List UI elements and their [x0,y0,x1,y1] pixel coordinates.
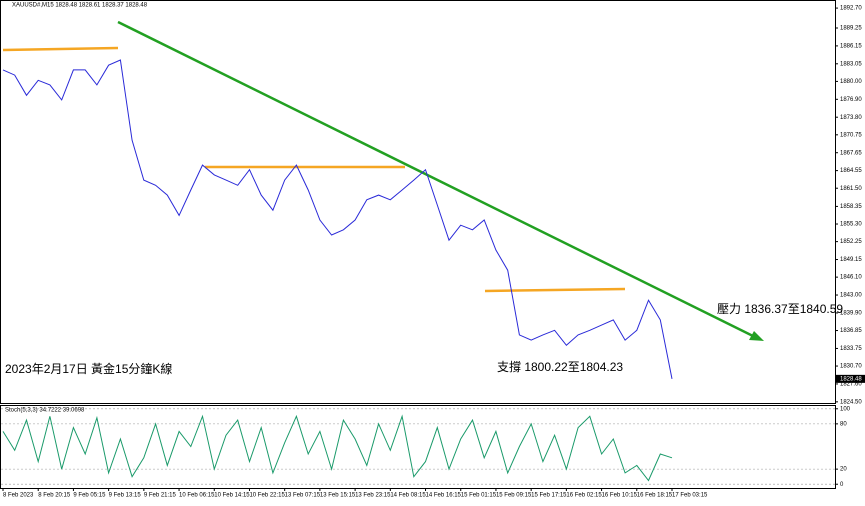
y-tick-label: 1824.50 [840,399,862,405]
resistance-line [484,287,626,293]
y-tick-label: 1855.30 [840,222,862,228]
stoch-frame [0,405,836,489]
main-frame [0,0,836,404]
last-price-box [836,374,865,383]
trend-line [117,20,756,339]
y-tick-label: 1867.65 [840,150,862,156]
y-tick-label: 1852.25 [840,239,862,245]
y-tick-label: 1892.70 [840,6,862,12]
y-tick-label: 1873.80 [840,115,862,121]
y-tick-label: 1836.85 [840,328,862,334]
annotation: 壓力 1836.37至1840.59 [717,302,843,316]
price-line [2,414,673,482]
x-tick-label: 9 Feb 05:15 [73,493,106,499]
y-tick-label: 80 [840,421,847,427]
x-tick-label: 16 Feb 18:15 [637,493,673,499]
annotation: 支撐 1800.22至1804.23 [497,360,623,374]
last-price: 1828.48 [840,376,862,382]
x-tick-label: 10 Feb 22:15 [249,493,285,499]
y-tick-label: 1833.75 [840,346,862,352]
x-tick-label: 15 Feb 01:15 [461,493,497,499]
y-tick-label: 1886.15 [840,43,862,49]
annotation: 2023年2月17日 黃金15分鐘K線 [5,361,172,376]
y-tick-label: 1889.25 [840,26,862,32]
y-tick-label: 1861.50 [840,186,862,192]
y-tick-label: 1849.15 [840,257,862,263]
x-tick-label: 17 Feb 03:15 [672,493,708,499]
x-tick-label: 9 Feb 21:15 [144,493,177,499]
y-tick-label: 1876.90 [840,97,862,103]
y-tick-label: 1843.00 [840,293,862,299]
chart-header: XAUUSD#,M15 1828.48 1828.61 1828.37 1828… [12,3,148,9]
y-tick-label: 1880.00 [840,79,862,85]
x-tick-label: 15 Feb 17:15 [531,493,567,499]
x-tick-label: 9 Feb 13:15 [109,493,142,499]
trend-arrow [749,331,764,341]
x-tick-label: 8 Feb 20:15 [38,493,71,499]
x-tick-label: 10 Feb 14:15 [214,493,250,499]
y-tick-label: 1858.35 [840,204,862,210]
x-tick-label: 13 Feb 15:15 [320,493,356,499]
y-tick-label: 1830.70 [840,364,862,370]
x-tick-label: 16 Feb 02:15 [566,493,602,499]
x-tick-label: 15 Feb 09:15 [496,493,532,499]
y-tick-label: 1864.55 [840,168,862,174]
price-line [2,59,673,379]
y-tick-label: 1883.05 [840,61,862,67]
x-tick-label: 10 Feb 06:15 [179,493,215,499]
y-tick-label: 1870.75 [840,132,862,138]
x-tick-label: 13 Feb 07:15 [285,493,321,499]
x-tick-label: 14 Feb 16:15 [426,493,462,499]
y-tick-label: 1846.10 [840,275,862,281]
x-tick-label: 16 Feb 10:15 [602,493,638,499]
stoch-title: Stoch(5,3,3) 34.7222 39.0698 [5,408,85,414]
x-tick-label: 8 Feb 2023 [3,493,34,499]
y-tick-label: 20 [840,467,847,473]
resistance-line [2,46,119,52]
y-tick-label: 100 [840,406,851,412]
y-tick-label: 0 [840,482,844,488]
x-tick-label: 14 Feb 08:15 [390,493,426,499]
y-tick-label: 1839.90 [840,311,862,317]
y-tick-label: 1827.60 [840,382,862,388]
x-tick-label: 13 Feb 23:15 [355,493,391,499]
